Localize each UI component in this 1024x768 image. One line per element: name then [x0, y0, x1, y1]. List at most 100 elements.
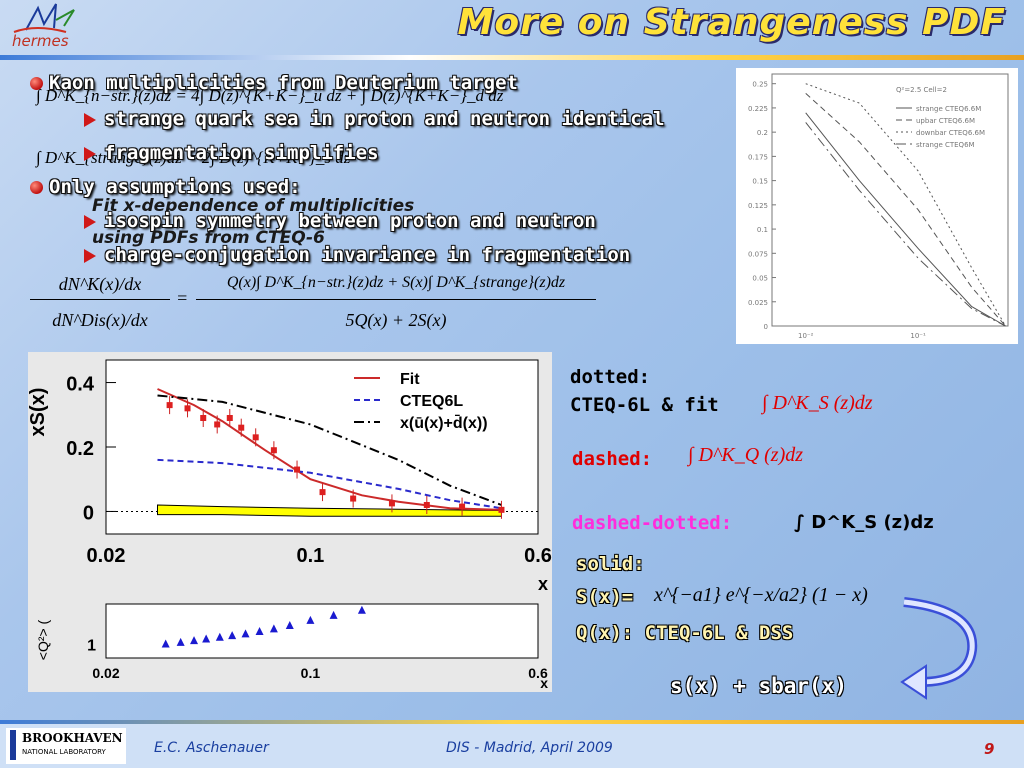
cteq-y-tick-label: 0.15 [752, 178, 768, 186]
rhs-numerator: Q(x)∫ D^K_{n−str.}(z)dz + S(x)∫ D^K_{str… [226, 274, 566, 291]
overlay-line-1: Fit x-dependence of multiplicities [92, 196, 415, 216]
cteq-frame [771, 73, 1009, 327]
data-point [226, 415, 233, 421]
equals-sign: = [176, 288, 189, 308]
q2-point [255, 627, 264, 636]
cteq-legend-label: strange CTEQ6M [916, 141, 975, 149]
q2-point [306, 615, 315, 624]
q2-point [215, 632, 224, 641]
data-point [238, 424, 245, 431]
cteq-plot-svg: 0 0.025 0.05 0.075 0.1 0.125 0.15 0.175 0.2 0.225… [748, 73, 1009, 340]
page-number: 9 [984, 740, 995, 758]
cteq-y-tick-label: 0.2 [757, 129, 768, 137]
bnl-mark-icon [10, 730, 16, 760]
footer-bar [0, 724, 1024, 768]
dashdot-label: dashed-dotted: [572, 512, 733, 534]
footer-author: E.C. Aschenauer [154, 740, 269, 756]
bullet-text: Kaon multiplicities from Deuterium targe… [49, 72, 518, 94]
data-point [498, 506, 505, 513]
bullet-dot-icon [30, 181, 43, 194]
cteq-y-tick-label: 0.075 [748, 250, 768, 258]
dotted-label: dotted: [570, 366, 651, 388]
legend-label: Fit [400, 371, 420, 388]
data-point [184, 405, 191, 412]
cteq-x-tick-label: 10⁻² [798, 332, 814, 340]
bnl-name: BROOKHAVEN [22, 731, 123, 745]
q2-point [228, 631, 237, 640]
q2-point [176, 637, 185, 646]
footer-conference: DIS - Madrid, April 2009 [446, 740, 613, 756]
sub-bullet-fragmentation: fragmentation simplifies [84, 142, 379, 164]
q2-point [202, 634, 211, 643]
dotted-text: CTEQ-6L & fit [570, 394, 719, 416]
data-point [166, 402, 173, 409]
x-tick-label: 0.02 [87, 545, 126, 567]
lhs-numerator: dN^K(x)/dx [58, 274, 142, 294]
dashed-label: dashed: [572, 448, 653, 470]
solid-formula: x^{−a1} e^{−x/a2} (1 − x) [654, 584, 868, 606]
sum-label: s(x) + sbar(x) [670, 674, 848, 698]
cteq-y-tick-label: 0 [764, 323, 768, 331]
bird-logo-icon [13, 3, 75, 33]
q2-point [190, 636, 199, 645]
q2-point [357, 605, 366, 614]
sub-bullet-text: strange quark sea in proton and neutron … [104, 108, 665, 130]
data-point [319, 489, 326, 496]
plot-frame [105, 359, 539, 535]
sub-y-axis-label: <Q²> ( [35, 619, 51, 660]
legend-label: CTEQ6L [400, 393, 463, 410]
y-tick-label: 0 [83, 502, 94, 524]
data-point [423, 502, 430, 508]
bnl-subtitle: NATIONAL LABORATORY [22, 748, 106, 756]
sub-bullet-charge-conjugation: charge-conjugation invariance in fragmen… [84, 244, 630, 266]
overlay-line-2: using PDFs from CTEQ-6 [92, 228, 325, 248]
cteq-y-tick-label: 0.175 [748, 153, 768, 161]
series-line-dashed [157, 458, 502, 510]
rhs-denominator: 5Q(x) + 2S(x) [345, 310, 447, 330]
sub-bullet-isospin: isospin symmetry between proton and neut… [84, 210, 596, 232]
cteq-series-dashed [805, 93, 1006, 327]
sub-bullet-strange-sea: strange quark sea in proton and neutron … [84, 108, 665, 130]
bullet-kaon: Kaon multiplicities from Deuterium targe… [30, 72, 518, 94]
y-tick-label: 0.4 [66, 374, 95, 396]
dashed-formula: ∫ D^K_Q (z)dz [688, 444, 804, 466]
data-point [459, 503, 466, 510]
bnl-logo: BROOKHAVEN NATIONAL LABORATORY [6, 728, 126, 764]
lhs-denominator: dN^Dis(x)/dx [52, 310, 148, 330]
slide-title: More on Strangeness PDF [457, 2, 1006, 43]
logo-text: hermes [12, 32, 69, 50]
x-tick-label: 0.1 [297, 545, 325, 567]
solid-lhs: S(x)= [576, 586, 634, 608]
formula-n-str: ∫ D^K_{n−str.}(z)dz = 4∫ D(z)^{K+K−}_u d… [36, 86, 504, 105]
cteq-y-tick-label: 0.1 [757, 226, 768, 234]
x-axis-label: x [538, 574, 548, 594]
curved-arrow-icon [900, 597, 978, 700]
bullet-text: Only assumptions used: [49, 176, 301, 198]
sub-bullet-text: fragmentation simplifies [104, 142, 379, 164]
q2-point [241, 629, 250, 638]
solid-label: solid: [576, 553, 645, 575]
sub-x-axis-label: x [540, 675, 548, 691]
cteq-legend-title: Q²=2.5 Cell=2 [896, 86, 947, 94]
cteq-y-tick-label: 0.05 [752, 275, 768, 283]
strangeness-fit-svg: 00.20.40.02 0.1 0.6xxS(x)FitCTEQ6Lx(ū(x)+d… [27, 359, 552, 691]
arrow-bullet-icon [84, 146, 96, 161]
footer-rule [0, 720, 1024, 724]
dashdot-formula: ∫ D^K_S (z)dz [794, 512, 934, 533]
sub-x-tick-label: 0.02 [92, 665, 119, 681]
strangeness-fit-plot: 0 0.2 0.4 0.02 0.1 0.6 x xS(x) Fit CTEQ6L x(ū(x)+d… [27, 352, 552, 692]
lhs-fraction-bar [30, 299, 170, 300]
q2-point [269, 624, 278, 633]
x-tick-label: 0.6 [524, 545, 552, 567]
cteq-y-tick-label: 0.25 [752, 81, 768, 89]
cteq-y-tick-label: 0.125 [748, 202, 768, 210]
legend-label: x(ū(x)+d̄(x)) [400, 413, 488, 432]
dotted-formula: ∫ D^K_S (z)dz [762, 392, 873, 414]
sub-bullet-text: isospin symmetry between proton and neut… [104, 210, 596, 232]
cteq-legend-label: strange CTEQ6.6M [916, 105, 981, 113]
cteq-legend-label: downbar CTEQ6.6M [916, 129, 985, 137]
q2-point [161, 639, 170, 648]
data-point [270, 447, 277, 454]
data-point [252, 434, 259, 441]
data-point [388, 500, 395, 507]
